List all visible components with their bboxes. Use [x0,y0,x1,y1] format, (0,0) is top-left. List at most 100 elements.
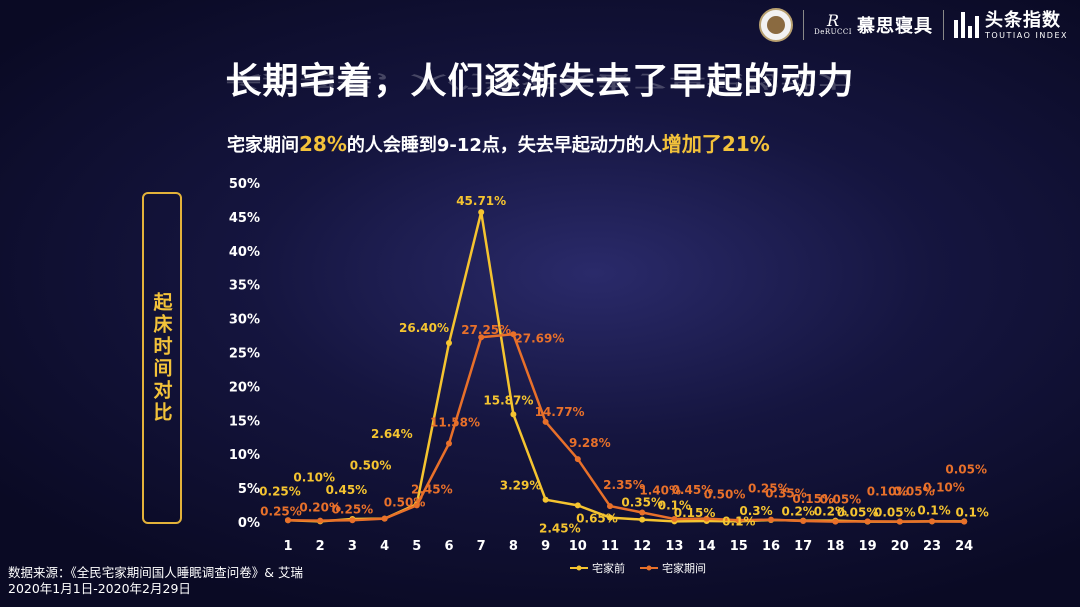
subtitle: 宅家期间28%的人会睡到9-12点，失去早起动力的人增加了21% [227,128,770,157]
logo-divider [803,10,805,40]
data-label: 3.29% [500,479,542,493]
y-tick-label: 15% [229,414,260,429]
data-label: 0.15% [674,506,716,520]
y-tick-label: 20% [229,380,260,395]
data-point [961,518,968,525]
data-label: 0.05% [874,506,916,520]
data-point [800,517,807,524]
subtitle-part-2: 的人会睡到9-12点，失去早起动力的人 [346,135,662,156]
data-label: 0.45% [672,483,714,497]
data-label: 0.50% [350,459,392,473]
y-tick-label: 25% [229,347,260,362]
x-tick-label: 5 [412,539,421,554]
data-label: 0.25% [332,502,374,516]
data-point [446,440,452,447]
data-label: 0.2% [814,505,847,519]
data-point [542,418,549,425]
data-label: 2.35% [603,478,645,492]
subtitle-highlight-1: 28% [299,132,347,156]
y-tick-label: 40% [229,245,260,260]
data-label: 0.25% [259,484,301,498]
data-label: 0.50% [384,496,426,510]
subtitle-part-1: 宅家期间 [227,135,299,156]
data-label: 15.87% [483,393,533,407]
toutiao-bars-icon [954,12,979,38]
data-point [446,340,452,347]
data-label: 0.15% [792,492,834,506]
toutiao-name: 头条指数 [985,9,1061,31]
x-tick-label: 13 [665,539,683,554]
data-point [413,502,420,509]
data-point [607,514,613,521]
data-label: 0.3% [739,504,772,518]
legend-marker [646,565,652,571]
data-label: 0.05% [945,463,987,477]
x-tick-label: 23 [923,539,941,554]
y-tick-label: 35% [229,279,260,294]
data-label: 0.1% [722,514,755,528]
data-label: 2.45% [411,482,453,496]
x-tick-label: 19 [859,539,877,554]
data-label: 11.58% [430,415,480,429]
source-line-2: 2020年1月1日-2020年2月29日 [8,581,191,596]
data-point [639,516,646,523]
side-label-box: 起床时间对比 [142,192,182,524]
data-label: 0.35% [621,496,663,510]
data-label: 0.1% [956,505,989,519]
y-tick-label: 45% [229,211,260,226]
data-point [574,456,581,463]
x-tick-label: 12 [633,539,651,554]
data-label: 0.1% [658,498,691,512]
y-axis: 0% 5% 10% 15% 20% 25% 30% 35% 40% 45% 50% [229,177,260,531]
seal-logo-icon [759,8,794,42]
subtitle-highlight-2: 增加了21% [661,132,770,156]
data-label: 0.25% [260,504,302,518]
x-tick-label: 18 [826,539,844,554]
derucci-mark-text: DeRUCCI [814,28,852,36]
data-point [285,517,291,524]
data-label: 0.20% [299,501,341,515]
legend: 宅家前 宅家期间 [570,561,706,575]
data-label: 0.45% [326,483,368,497]
side-label: 起床时间对比 [150,292,173,424]
y-tick-label: 0% [238,516,260,531]
y-tick-label: 5% [238,482,260,497]
data-point [864,518,871,525]
data-label: 0.50% [704,488,746,502]
legend-label: 宅家前 [592,561,625,575]
data-point [381,515,388,522]
data-point [542,496,549,503]
data-label: 0.05% [837,506,879,520]
data-label: 0.1% [917,503,950,517]
data-point [478,334,485,341]
data-label: 0.10% [867,484,909,498]
data-point [349,517,356,524]
data-point [768,516,774,523]
data-label: 0.2% [782,505,815,519]
derucci-name: 慕思寝具 [857,16,933,37]
data-label: 26.40% [399,321,449,335]
x-tick-label: 4 [380,539,389,554]
x-tick-label: 8 [509,539,518,554]
data-label: 0.05% [893,485,935,499]
data-point [896,518,903,525]
derucci-logo: R DeRUCCI 慕思寝具 [814,11,933,38]
legend-marker [576,565,582,571]
x-tick-label: 20 [891,539,909,554]
data-label: 27.69% [514,331,564,345]
series-line [287,333,965,523]
legend-label: 宅家期间 [662,561,706,575]
data-point [510,331,517,338]
data-labels: 0.25%0.10%0.45%0.50%2.64%26.40%45.71%15.… [259,194,989,535]
data-point [735,517,742,524]
logo-divider [943,10,944,40]
series-line [287,210,965,523]
data-label: 2.45% [539,521,581,535]
toutiao-name-en: TOUTIAO INDEX [985,30,1068,40]
x-tick-label: 7 [477,539,486,554]
x-tick-label: 3 [348,539,357,554]
y-tick-label: 50% [229,177,260,192]
data-point [317,517,324,524]
data-point [703,515,710,522]
